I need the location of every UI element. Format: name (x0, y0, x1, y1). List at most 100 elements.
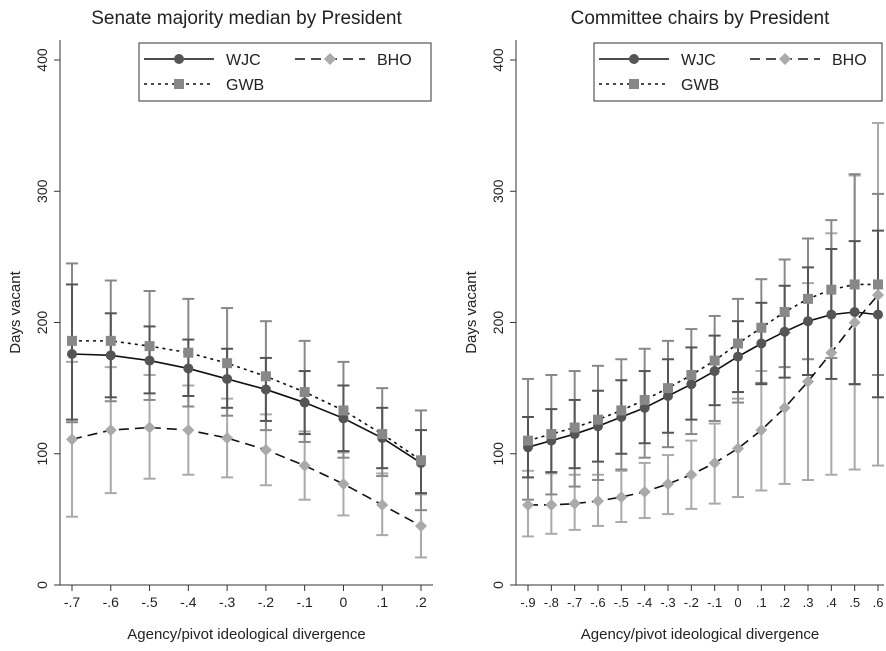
x-tick-label: .4 (826, 595, 837, 610)
data-point-gwb (523, 436, 533, 446)
x-tick-label: 0 (340, 594, 348, 610)
data-point-wjc (826, 310, 836, 320)
data-point-bho (144, 422, 156, 434)
data-point-gwb (640, 395, 650, 405)
data-point-wjc (803, 316, 813, 326)
y-tick-label: 200 (490, 311, 506, 335)
x-tick-label: -.6 (103, 594, 120, 610)
x-tick-label: -.3 (660, 595, 675, 610)
data-point-gwb (850, 279, 860, 289)
y-tick-label: 100 (34, 442, 50, 466)
x-tick-label: -.7 (567, 595, 582, 610)
legend-marker-gwb (174, 79, 184, 89)
chart-title: Senate majority median by President (91, 8, 402, 29)
x-tick-label: 0 (734, 595, 741, 610)
data-point-bho (105, 424, 117, 436)
data-point-gwb (663, 383, 673, 393)
data-point-gwb (570, 423, 580, 433)
y-tick-label: 400 (34, 48, 50, 72)
x-tick-label: -.2 (684, 595, 699, 610)
legend-label-gwb: GWB (226, 77, 264, 94)
legend-label-wjc: WJC (681, 52, 716, 69)
x-tick-label: .1 (756, 595, 767, 610)
data-point-wjc (710, 366, 720, 376)
y-tick-label: 100 (490, 442, 506, 466)
data-point-gwb (338, 405, 348, 415)
data-point-wjc (780, 327, 790, 337)
data-point-bho (337, 478, 349, 490)
data-point-wjc (183, 363, 193, 373)
legend-marker-gwb (629, 79, 639, 89)
x-tick-label: -.6 (590, 595, 605, 610)
y-tick-label: 0 (490, 581, 506, 589)
data-point-gwb (183, 348, 193, 358)
data-point-bho (615, 491, 627, 503)
data-point-gwb (780, 307, 790, 317)
chart-panel-1: Senate majority median by President01002… (7, 8, 433, 643)
x-tick-label: -.7 (64, 594, 81, 610)
data-point-gwb (300, 387, 310, 397)
x-tick-label: -.2 (258, 594, 275, 610)
x-tick-label: -.3 (219, 594, 236, 610)
data-point-gwb (377, 429, 387, 439)
legend-label-bho: BHO (377, 52, 412, 69)
y-axis-label: Days vacant (7, 270, 24, 353)
data-point-gwb (106, 336, 116, 346)
data-point-bho (639, 486, 651, 498)
data-point-wjc (67, 349, 77, 359)
x-axis-label: Agency/pivot ideological divergence (581, 626, 819, 643)
chart-panel-2: Committee chairs by President01002003004… (463, 8, 884, 643)
data-point-bho (299, 460, 311, 472)
data-point-bho (66, 433, 78, 445)
x-axis-label: Agency/pivot ideological divergence (127, 626, 365, 643)
y-tick-label: 400 (490, 48, 506, 72)
data-point-gwb (803, 294, 813, 304)
data-point-wjc (222, 374, 232, 384)
legend: WJC BHO GWB (139, 43, 431, 101)
y-axis-label: Days vacant (463, 270, 480, 353)
data-point-bho (569, 498, 581, 510)
x-tick-label: .1 (376, 594, 388, 610)
legend-label-bho: BHO (832, 52, 867, 69)
data-point-gwb (67, 336, 77, 346)
x-tick-label: -.5 (141, 594, 158, 610)
x-tick-label: .5 (849, 595, 860, 610)
series-line-gwb (528, 284, 878, 440)
x-tick-label: -.8 (544, 595, 559, 610)
data-point-bho (545, 499, 557, 511)
data-point-wjc (733, 352, 743, 362)
x-tick-label: .2 (415, 594, 427, 610)
data-point-wjc (261, 384, 271, 394)
series-line-gwb (72, 341, 421, 460)
x-tick-label: -.4 (637, 595, 652, 610)
data-point-wjc (686, 379, 696, 389)
data-point-wjc (756, 339, 766, 349)
x-tick-label: -.4 (180, 594, 197, 610)
data-point-gwb (261, 371, 271, 381)
data-point-bho (592, 495, 604, 507)
x-tick-label: -.5 (614, 595, 629, 610)
x-tick-label: .2 (779, 595, 790, 610)
data-point-gwb (686, 370, 696, 380)
data-point-bho (182, 424, 194, 436)
data-point-wjc (300, 398, 310, 408)
legend-label-wjc: WJC (226, 52, 261, 69)
legend-marker-wjc (174, 54, 184, 64)
data-point-gwb (710, 356, 720, 366)
data-point-gwb (616, 405, 626, 415)
data-point-bho (415, 520, 427, 532)
data-point-bho (685, 469, 697, 481)
legend-marker-wjc (629, 54, 639, 64)
data-point-gwb (826, 285, 836, 295)
y-tick-label: 300 (34, 179, 50, 203)
data-point-gwb (733, 339, 743, 349)
data-point-wjc (106, 350, 116, 360)
x-tick-label: -.9 (520, 595, 535, 610)
x-tick-label: -.1 (296, 594, 313, 610)
data-point-bho (221, 432, 233, 444)
data-point-gwb (222, 358, 232, 368)
data-point-gwb (593, 415, 603, 425)
data-point-bho (709, 457, 721, 469)
